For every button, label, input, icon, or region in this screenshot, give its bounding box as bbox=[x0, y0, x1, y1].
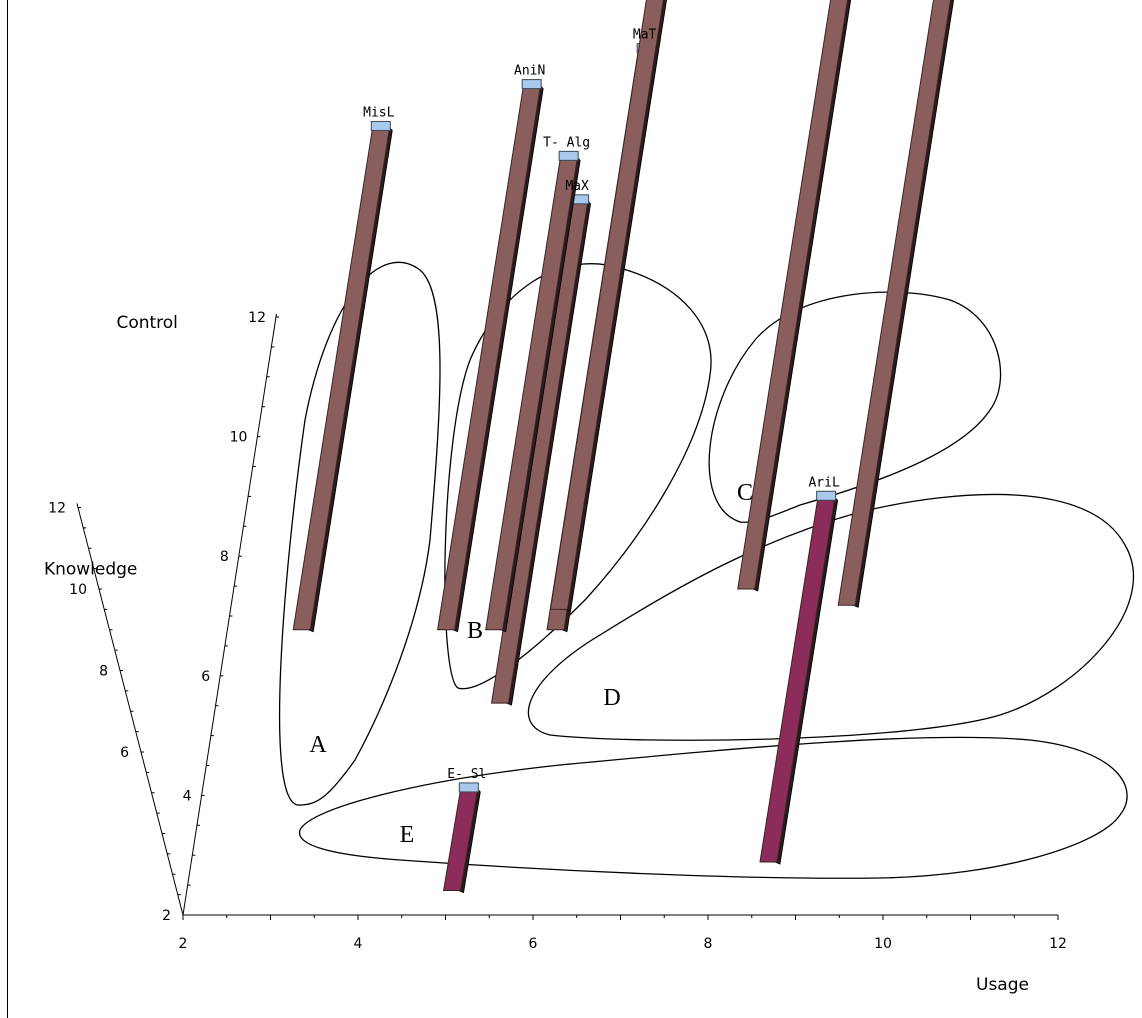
control-tick-label: 12 bbox=[248, 310, 266, 326]
control-tick-label: 10 bbox=[230, 430, 248, 446]
cluster-label-b: B bbox=[467, 618, 483, 644]
cluster-label-a: A bbox=[309, 732, 327, 758]
knowledge-tick-label: 8 bbox=[99, 664, 108, 680]
knowledge-axis-line bbox=[76, 503, 184, 916]
cluster-outline-a bbox=[278, 261, 441, 806]
bar-top-cap bbox=[458, 782, 479, 793]
usage-tick-label: 2 bbox=[179, 936, 188, 952]
knowledge-tick-label: 10 bbox=[69, 582, 87, 598]
bar-e-sl bbox=[442, 782, 481, 894]
bar-cogt bbox=[549, 0, 667, 612]
cluster-outline-d bbox=[527, 493, 1135, 741]
bar-front-face bbox=[759, 498, 836, 863]
cluster-outline-e bbox=[298, 736, 1128, 879]
control-tick-label: 8 bbox=[220, 549, 229, 565]
cluster-label-c: C bbox=[737, 480, 753, 506]
bar-front-face bbox=[737, 0, 849, 590]
knowledge-axis-label: Knowledge bbox=[44, 559, 137, 579]
bar-front-face bbox=[292, 128, 390, 631]
axes-layer: 2 4 6 8 10 12 Usage 4 6 8 10 12 Control 2 6 8 10 12 Knowle… bbox=[44, 310, 1067, 995]
cluster-label-e: E bbox=[400, 822, 415, 848]
usage-tick-label: 6 bbox=[529, 936, 538, 952]
bars-layer bbox=[292, 0, 955, 894]
knowledge-tick-label: 12 bbox=[48, 501, 66, 517]
bar-top-cap bbox=[816, 490, 837, 501]
cluster-label-d: D bbox=[603, 685, 620, 711]
bar-label-misl: MisL bbox=[363, 105, 394, 120]
bar-t-alg bbox=[485, 150, 581, 633]
bar-top-cap bbox=[370, 120, 391, 131]
bar-aril bbox=[759, 490, 839, 865]
control-axis-line bbox=[182, 313, 277, 916]
knowledge-tick-label: 6 bbox=[120, 745, 129, 761]
bar-label-max: MaX bbox=[565, 179, 589, 194]
control-tick-label: 6 bbox=[201, 669, 210, 685]
usage-axis-label: Usage bbox=[976, 975, 1029, 995]
clusters-layer: A B C D E bbox=[278, 261, 1135, 879]
knowledge-tick-label: 2 bbox=[162, 908, 171, 924]
bar-label-mat: MaT bbox=[633, 28, 657, 43]
bar-label-e-sl: E- Sl bbox=[447, 767, 486, 782]
control-tick-label: 4 bbox=[183, 788, 192, 804]
bar-apx bbox=[737, 0, 852, 592]
frame-left-border bbox=[7, 0, 8, 1018]
bar-side-face bbox=[565, 0, 667, 612]
bar-actm bbox=[837, 0, 955, 608]
bar-front-face bbox=[837, 0, 951, 606]
bar-anin bbox=[437, 79, 544, 633]
bar-misl bbox=[292, 120, 393, 633]
control-axis-label: Control bbox=[116, 313, 177, 333]
bar-label-aril: AriL bbox=[808, 475, 839, 490]
bar-front-face bbox=[549, 0, 664, 610]
bar-top-cap bbox=[521, 79, 542, 90]
usage-tick-label: 12 bbox=[1049, 936, 1067, 952]
usage-tick-label: 8 bbox=[704, 936, 713, 952]
bar-label-t-alg: T- Alg bbox=[543, 135, 590, 150]
bar-label-anin: AniN bbox=[514, 64, 545, 79]
bar-top-cap bbox=[558, 150, 579, 161]
usage-tick-label: 4 bbox=[354, 936, 363, 952]
cluster-outline-b bbox=[444, 263, 712, 690]
usage-tick-label: 10 bbox=[874, 936, 892, 952]
